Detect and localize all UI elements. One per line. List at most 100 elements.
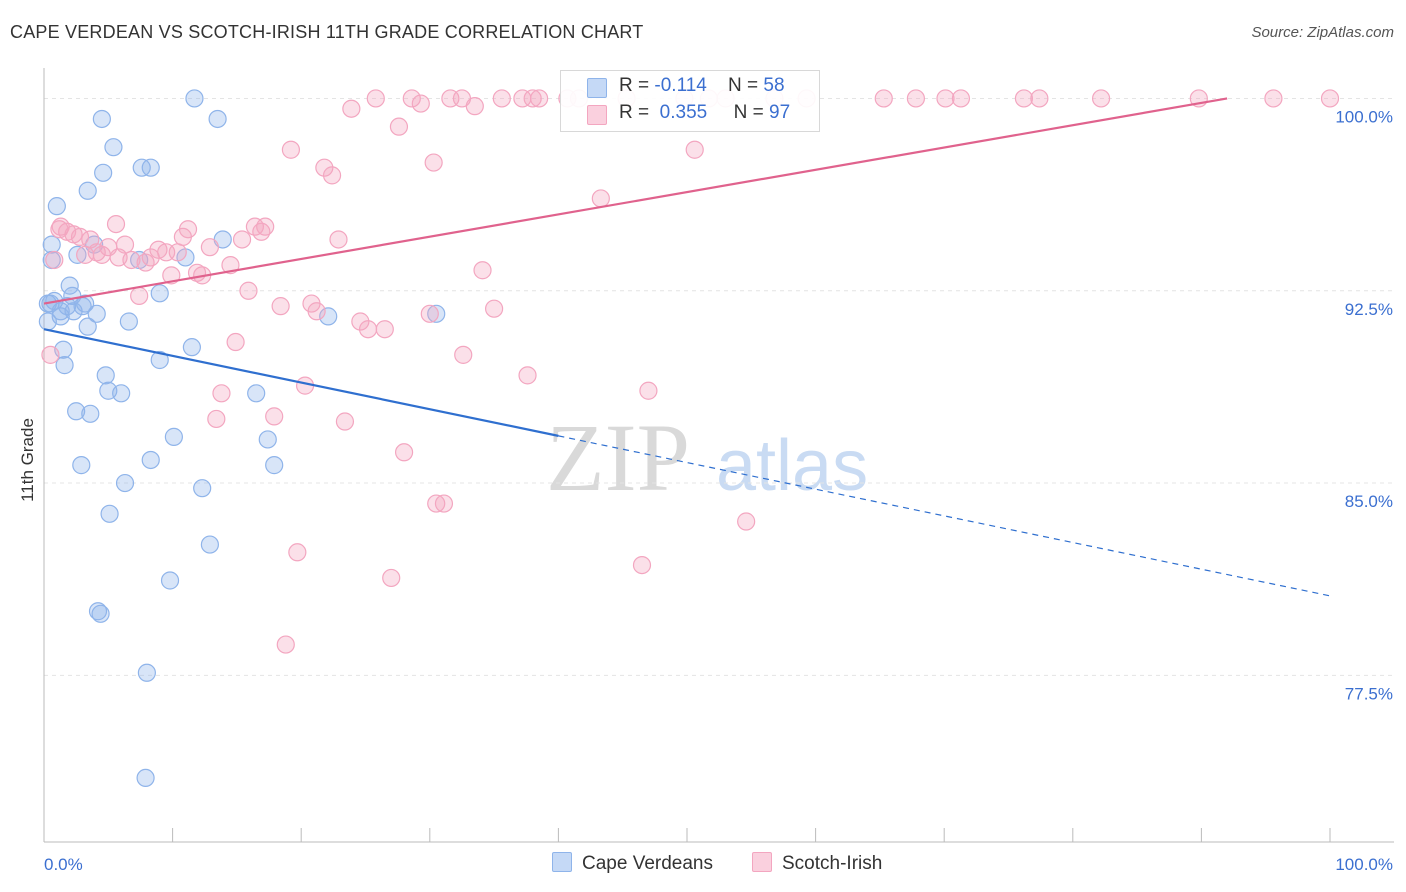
data-point — [591, 189, 610, 208]
data-point — [178, 220, 198, 239]
y-tick-label: 92.5% — [1345, 300, 1393, 319]
data-point — [150, 350, 169, 370]
data-point — [78, 317, 97, 336]
data-point — [112, 384, 131, 403]
data-point — [137, 663, 156, 682]
legend-r-label: R = — [619, 102, 650, 123]
data-point — [639, 381, 658, 400]
data-point — [58, 297, 77, 316]
data-point — [424, 153, 443, 172]
data-point — [76, 294, 95, 313]
watermark-zip: ZIP — [546, 404, 690, 511]
data-point — [281, 140, 301, 159]
data-point — [411, 94, 430, 113]
data-point — [168, 243, 187, 262]
data-point — [141, 450, 160, 470]
data-point — [91, 604, 110, 623]
data-point — [685, 140, 704, 159]
data-point — [119, 312, 138, 331]
data-point — [1091, 89, 1111, 108]
data-point — [936, 89, 955, 108]
bottom-legend-swatch-blue — [552, 852, 572, 872]
data-point — [70, 227, 90, 247]
data-point — [47, 197, 66, 216]
data-point — [335, 412, 355, 431]
correlation-legend: R = -0.114 N = 58 R = 0.355 N = 97 — [560, 70, 820, 132]
data-point — [351, 312, 370, 331]
legend-n-value: 58 — [763, 75, 785, 96]
data-point — [906, 89, 926, 108]
data-point — [366, 89, 385, 108]
bottom-legend-label: Cape Verdeans — [582, 853, 713, 874]
data-point — [465, 97, 484, 116]
data-point — [78, 181, 97, 200]
data-point — [420, 304, 439, 323]
data-point — [200, 535, 219, 554]
data-point — [258, 430, 277, 449]
data-point — [951, 89, 971, 108]
data-point — [518, 366, 537, 385]
data-point — [41, 345, 60, 364]
data-point — [288, 543, 307, 562]
data-point — [394, 443, 414, 462]
data-point — [55, 356, 74, 375]
y-tick-label: 85.0% — [1345, 492, 1393, 511]
data-point — [530, 89, 549, 108]
data-point — [1264, 89, 1283, 108]
bottom-legend-scotch-irish: Scotch-Irish — [752, 852, 882, 875]
chart-source: Source: ZipAtlas.com — [1251, 24, 1394, 41]
data-point — [106, 214, 126, 234]
data-point — [115, 473, 135, 493]
data-point — [200, 238, 219, 257]
data-point — [271, 297, 290, 316]
data-point — [87, 243, 106, 262]
data-point — [632, 555, 652, 575]
data-point — [402, 89, 421, 108]
data-point — [389, 117, 409, 136]
bottom-legend-label: Scotch-Irish — [782, 853, 883, 874]
data-point — [523, 89, 542, 108]
data-point — [232, 230, 252, 249]
data-point — [67, 402, 86, 421]
data-point — [208, 109, 227, 129]
data-point — [96, 366, 115, 385]
data-point — [1014, 89, 1034, 108]
data-point — [434, 494, 454, 513]
x-tick-label: 0.0% — [44, 855, 83, 874]
data-point — [88, 602, 108, 621]
data-point — [164, 427, 183, 446]
data-point — [276, 635, 295, 654]
data-point — [185, 89, 204, 108]
data-point — [375, 320, 394, 339]
data-point — [45, 250, 64, 270]
legend-r-label: R = — [619, 75, 650, 96]
data-point — [141, 158, 160, 177]
data-point — [104, 138, 123, 157]
data-point — [492, 89, 511, 108]
y-tick-label: 100.0% — [1335, 107, 1393, 126]
data-point — [160, 571, 180, 590]
data-point — [115, 235, 135, 254]
data-point — [382, 568, 401, 588]
data-point — [1320, 89, 1340, 108]
data-point — [427, 494, 446, 513]
data-point — [136, 253, 155, 272]
data-point — [182, 338, 201, 357]
legend-swatch-blue — [587, 78, 607, 98]
legend-n-label: N = — [727, 75, 759, 96]
trend-line-cape-verdeans — [43, 328, 559, 437]
watermark-atlas: atlas — [716, 426, 868, 506]
bottom-legend-cape-verdeans: Cape Verdeans — [552, 852, 713, 875]
data-point — [212, 384, 231, 403]
data-point — [427, 304, 446, 323]
data-point — [226, 332, 245, 352]
data-point — [122, 250, 141, 270]
data-point — [329, 230, 348, 249]
data-point — [322, 166, 342, 185]
data-point — [100, 504, 119, 523]
data-point — [150, 284, 169, 303]
data-point — [315, 158, 334, 177]
legend-n-label: N = — [733, 102, 764, 123]
data-point — [473, 261, 492, 280]
